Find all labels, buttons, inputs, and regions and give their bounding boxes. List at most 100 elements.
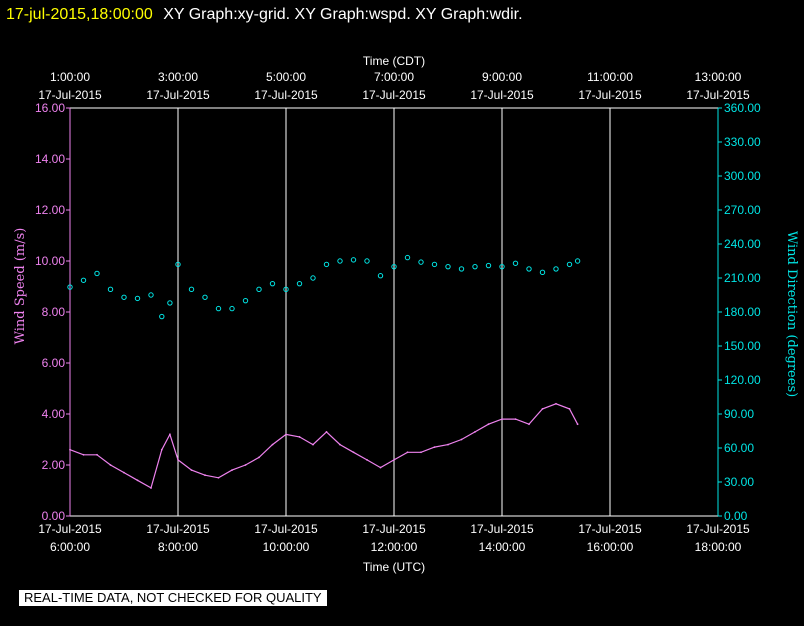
wind-speed-point: [204, 474, 206, 477]
wind-speed-point: [169, 433, 171, 436]
wind-direction-point: [539, 269, 546, 276]
wind-speed-point: [379, 466, 382, 469]
wind-direction-point: [566, 261, 573, 268]
wind-direction-point: [283, 286, 289, 293]
top-tick-time: 13:00:00: [695, 70, 742, 84]
wind-direction-point: [445, 263, 451, 270]
bottom-tick-date: 17-Jul-2015: [254, 522, 318, 536]
wind-speed-point: [123, 471, 125, 474]
bottom-tick-date: 17-Jul-2015: [470, 522, 534, 536]
wind-speed-point: [393, 459, 395, 461]
wind-direction-point: [553, 266, 559, 272]
wind-speed-point: [96, 453, 98, 456]
wind-direction-point: [296, 280, 303, 287]
right-tick-label: 300.00: [724, 169, 761, 183]
x-bottom-axis-title: Time (UTC): [363, 560, 425, 574]
wind-speed-point: [150, 487, 152, 489]
wind-direction-point: [159, 313, 165, 320]
wind-speed-point: [136, 479, 139, 482]
top-tick-date: 17-Jul-2015: [686, 88, 750, 102]
wind-direction-point: [229, 305, 235, 312]
wind-direction-point: [269, 280, 276, 287]
wind-speed-point: [160, 448, 163, 451]
right-tick-label: 240.00: [724, 237, 761, 251]
wind-direction-point: [107, 286, 114, 293]
wind-speed-series: [69, 402, 579, 489]
wind-speed-point: [568, 408, 571, 410]
wind-speed-point: [244, 464, 247, 466]
right-tick-label: 180.00: [724, 305, 761, 319]
quality-notice: REAL-TIME DATA, NOT CHECKED FOR QUALITY: [19, 590, 327, 606]
right-tick-label: 90.00: [724, 407, 754, 421]
bottom-tick-time: 18:00:00: [695, 540, 742, 554]
wind-direction-point: [574, 258, 581, 264]
wind-speed-point: [420, 451, 422, 454]
wind-direction-point: [202, 294, 208, 300]
top-tick-date: 17-Jul-2015: [470, 88, 534, 102]
wind-speed-line: [69, 403, 579, 489]
wind-speed-point: [69, 448, 71, 451]
wind-direction-point: [167, 300, 173, 306]
wind-direction-point: [175, 261, 181, 268]
top-tick-date: 17-Jul-2015: [578, 88, 642, 102]
left-tick-label: 6.00: [42, 356, 66, 370]
wind-direction-point: [458, 266, 465, 272]
wind-speed-point: [258, 456, 260, 459]
wind-direction-point: [121, 294, 127, 300]
wind-direction-series: [67, 254, 581, 320]
header-graph-list: XY Graph:xy-grid. XY Graph:wspd. XY Grap…: [163, 6, 523, 23]
wind-speed-point: [285, 433, 287, 436]
wind-speed-point: [352, 451, 355, 454]
wind-speed-point: [271, 443, 274, 446]
left-tick-label: 12.00: [35, 203, 65, 217]
wind-speed-point: [514, 418, 517, 420]
wind-speed-point: [325, 430, 328, 433]
wind-speed-point: [177, 459, 179, 461]
right-tick-label: 330.00: [724, 135, 761, 149]
wind-speed-point: [339, 443, 341, 446]
top-tick-date: 17-Jul-2015: [38, 88, 102, 102]
bottom-tick-time: 16:00:00: [587, 540, 634, 554]
wind-direction-point: [242, 297, 249, 304]
wind-speed-point: [541, 408, 544, 410]
wind-direction-point: [512, 260, 519, 266]
wind-speed-point: [217, 476, 220, 479]
wind-speed-point: [474, 430, 476, 433]
wind-speed-point: [312, 443, 314, 446]
wind-direction-point: [256, 286, 262, 293]
wind-speed-point: [190, 469, 193, 471]
wind-direction-point: [94, 270, 100, 277]
bottom-tick-time: 10:00:00: [263, 540, 310, 554]
wind-direction-point: [526, 266, 532, 272]
left-tick-label: 2.00: [42, 458, 66, 472]
bottom-tick-date: 17-Jul-2015: [578, 522, 642, 536]
bottom-tick-time: 12:00:00: [371, 540, 418, 554]
header-timestamp: 17-jul-2015,18:00:00: [6, 6, 153, 23]
bottom-tick-date: 17-Jul-2015: [686, 522, 750, 536]
wind-speed-point: [528, 423, 530, 426]
top-tick-date: 17-Jul-2015: [146, 88, 210, 102]
wind-direction-point: [499, 263, 505, 270]
wind-direction-point: [188, 286, 195, 293]
x-top-axis-title: Time (CDT): [363, 54, 425, 68]
top-tick-time: 1:00:00: [50, 70, 90, 84]
wind-speed-point: [366, 459, 368, 461]
grid-layer: [69, 107, 719, 517]
wind-speed-point: [501, 418, 503, 420]
graph-header: 17-jul-2015,18:00:00 XY Graph:xy-grid. X…: [6, 6, 523, 24]
top-tick-time: 9:00:00: [482, 70, 522, 84]
right-tick-label: 360.00: [724, 101, 761, 115]
y-right-axis-title: Wind Direction (degrees): [784, 231, 799, 397]
left-tick-label: 8.00: [42, 305, 66, 319]
wind-direction-point: [364, 258, 370, 264]
bottom-tick-time: 14:00:00: [479, 540, 526, 554]
wind-direction-point: [134, 295, 141, 302]
wind-speed-point: [576, 423, 579, 426]
wind-direction-point: [418, 259, 424, 265]
left-tick-label: 16.00: [35, 101, 65, 115]
wind-speed-point: [555, 402, 557, 405]
bottom-tick-date: 17-Jul-2015: [38, 522, 102, 536]
wind-direction-point: [485, 262, 492, 269]
bottom-tick-date: 17-Jul-2015: [362, 522, 426, 536]
wind-speed-point: [460, 438, 463, 441]
